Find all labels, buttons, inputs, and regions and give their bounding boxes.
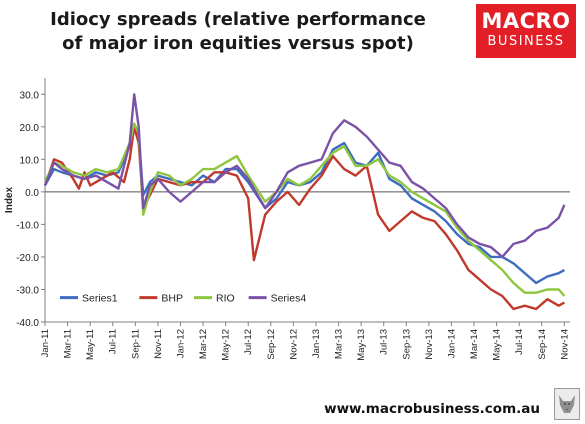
x-tick-label: Sep-11 bbox=[130, 329, 141, 359]
chart-title: Idiocy spreads (relative performance of … bbox=[28, 8, 448, 56]
x-tick-label: Nov-12 bbox=[288, 329, 299, 360]
logo-line-1: MACRO bbox=[481, 9, 571, 33]
x-tick-label: Mar-12 bbox=[198, 329, 209, 359]
y-tick-label: -40.0 bbox=[16, 318, 39, 329]
y-tick-label: 20.0 bbox=[20, 123, 40, 134]
logo-line-2: BUSINESS bbox=[487, 34, 565, 49]
x-tick-label: Nov-11 bbox=[153, 329, 164, 359]
x-tick-label: Sep-14 bbox=[537, 329, 548, 360]
wolf-icon bbox=[559, 395, 575, 413]
x-tick-label: May-13 bbox=[356, 329, 367, 361]
x-tick-label: Mar-11 bbox=[63, 329, 74, 358]
series-line-rio bbox=[43, 122, 566, 297]
x-tick-label: May-14 bbox=[492, 329, 503, 361]
line-chart: 30.0 20.0 10.0 0.0 -10.0 -20.0 -30.0 -40.0 Index… bbox=[4, 78, 570, 361]
y-tick-label: -30.0 bbox=[16, 285, 39, 296]
x-tick-label: Jan-14 bbox=[446, 329, 457, 358]
y-axis-label: Index bbox=[4, 187, 15, 214]
x-tick-label: Sep-12 bbox=[266, 329, 277, 360]
x-tick-label: Jan-13 bbox=[311, 329, 322, 358]
y-tick-label: 10.0 bbox=[20, 155, 40, 166]
chart-title-line-1: Idiocy spreads (relative performance bbox=[50, 9, 426, 30]
y-tick-label: -20.0 bbox=[16, 253, 39, 264]
x-tick-label: Sep-13 bbox=[401, 329, 412, 360]
x-tick-label: Jul-12 bbox=[243, 329, 254, 355]
x-tick-label: Mar-13 bbox=[334, 329, 345, 359]
macro-business-logo: MACRO BUSINESS bbox=[476, 4, 576, 58]
x-tick-label: Jul-13 bbox=[379, 329, 390, 355]
legend-label-series1: Series1 bbox=[82, 293, 118, 305]
x-tick-label: Jul-11 bbox=[108, 329, 119, 354]
x-tick-label: Jan-11 bbox=[40, 329, 51, 357]
legend-label-bhp: BHP bbox=[161, 293, 183, 305]
y-tick-label: -10.0 bbox=[16, 220, 39, 231]
chart-legend: Series1 BHP RIO Series4 bbox=[60, 293, 306, 305]
mascot-image bbox=[554, 388, 580, 420]
series-line-bhp bbox=[43, 125, 565, 311]
y-tick-label: 30.0 bbox=[20, 90, 40, 101]
chart-axes: 30.0 20.0 10.0 0.0 -10.0 -20.0 -30.0 -40.0 Index… bbox=[4, 78, 570, 361]
legend-label-rio: RIO bbox=[216, 293, 235, 305]
x-tick-label: Nov-13 bbox=[424, 329, 435, 360]
x-tick-label: Jul-14 bbox=[514, 329, 525, 355]
x-tick-label: Jan-12 bbox=[175, 329, 186, 358]
website-url[interactable]: www.macrobusiness.com.au bbox=[324, 401, 540, 417]
chart-title-line-2: of major iron equities versus spot) bbox=[62, 33, 414, 54]
chart-series bbox=[43, 93, 566, 311]
y-tick-label: 0.0 bbox=[25, 188, 39, 199]
x-tick-label: May-11 bbox=[85, 329, 96, 360]
x-tick-label: May-12 bbox=[221, 329, 232, 361]
x-tick-label: Mar-14 bbox=[469, 329, 480, 359]
x-tick-label: Nov-14 bbox=[559, 329, 570, 360]
series-line-series1 bbox=[43, 125, 566, 285]
legend-label-series4: Series4 bbox=[271, 293, 307, 305]
series-line-series4 bbox=[43, 93, 566, 259]
